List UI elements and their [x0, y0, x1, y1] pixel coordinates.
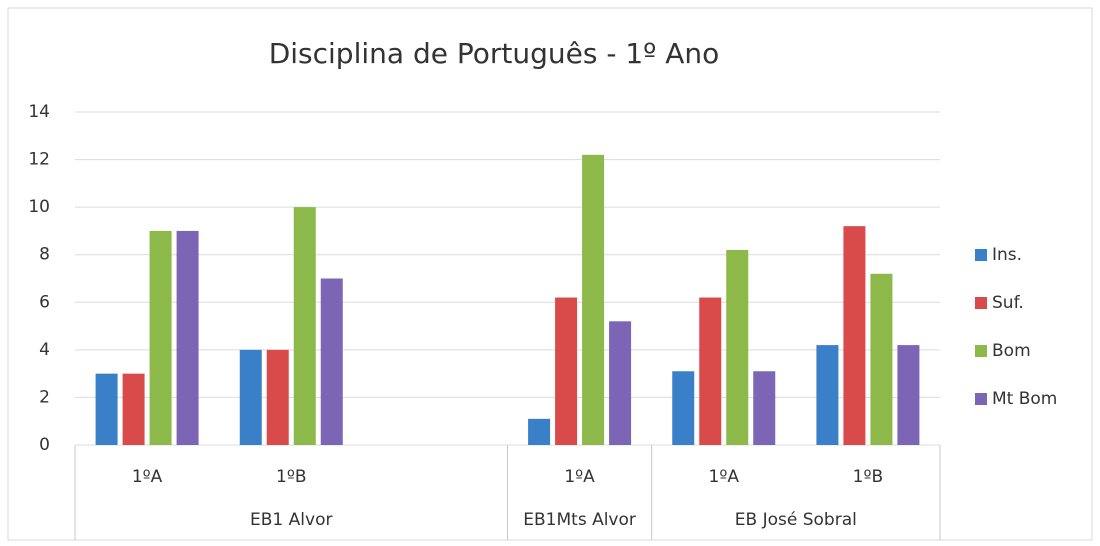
- x-tick-label: 1ºA: [564, 467, 595, 487]
- legend-swatch: [975, 297, 987, 309]
- x-tick-label: 1ºB: [276, 467, 307, 487]
- y-tick-label: 4: [39, 340, 50, 360]
- bar: [528, 418, 551, 445]
- bar: [726, 249, 749, 445]
- legend-label: Mt Bom: [992, 389, 1057, 409]
- x-tick-label: 1ºB: [853, 467, 884, 487]
- legend-label: Suf.: [992, 293, 1024, 313]
- bar: [149, 230, 172, 445]
- bar: [843, 226, 866, 445]
- bar: [320, 278, 343, 445]
- bar: [176, 230, 199, 445]
- chart-title: Disciplina de Português - 1º Ano: [269, 37, 720, 70]
- bar: [293, 207, 316, 445]
- bar: [239, 349, 262, 445]
- y-tick-label: 0: [39, 435, 50, 455]
- y-tick-label: 8: [39, 245, 50, 265]
- x-tick-label: 1ºA: [132, 467, 163, 487]
- x-tick-label: 1ºA: [709, 467, 740, 487]
- legend-swatch: [975, 249, 987, 261]
- chart-border: [7, 7, 1093, 541]
- y-tick-label: 6: [39, 292, 50, 312]
- bar: [555, 297, 578, 445]
- bar: [95, 373, 118, 445]
- bar: [582, 154, 605, 446]
- legend-swatch: [975, 345, 987, 357]
- y-tick-label: 12: [28, 150, 50, 170]
- group-label: EB1Mts Alvor: [523, 510, 636, 530]
- y-tick-label: 14: [28, 102, 50, 122]
- bar: [816, 345, 839, 445]
- y-tick-label: 2: [39, 387, 50, 407]
- y-tick-label: 10: [28, 197, 50, 217]
- bar: [609, 321, 632, 445]
- legend-label: Bom: [992, 341, 1031, 361]
- bar: [897, 345, 920, 445]
- bar: [672, 371, 695, 445]
- legend-label: Ins.: [992, 245, 1022, 265]
- group-label: EB José Sobral: [735, 510, 857, 530]
- legend-swatch: [975, 393, 987, 405]
- bar: [870, 273, 893, 445]
- bar: [753, 371, 776, 445]
- group-label: EB1 Alvor: [250, 510, 332, 530]
- bar: [699, 297, 722, 445]
- bar: [266, 349, 289, 445]
- bar: [122, 373, 145, 445]
